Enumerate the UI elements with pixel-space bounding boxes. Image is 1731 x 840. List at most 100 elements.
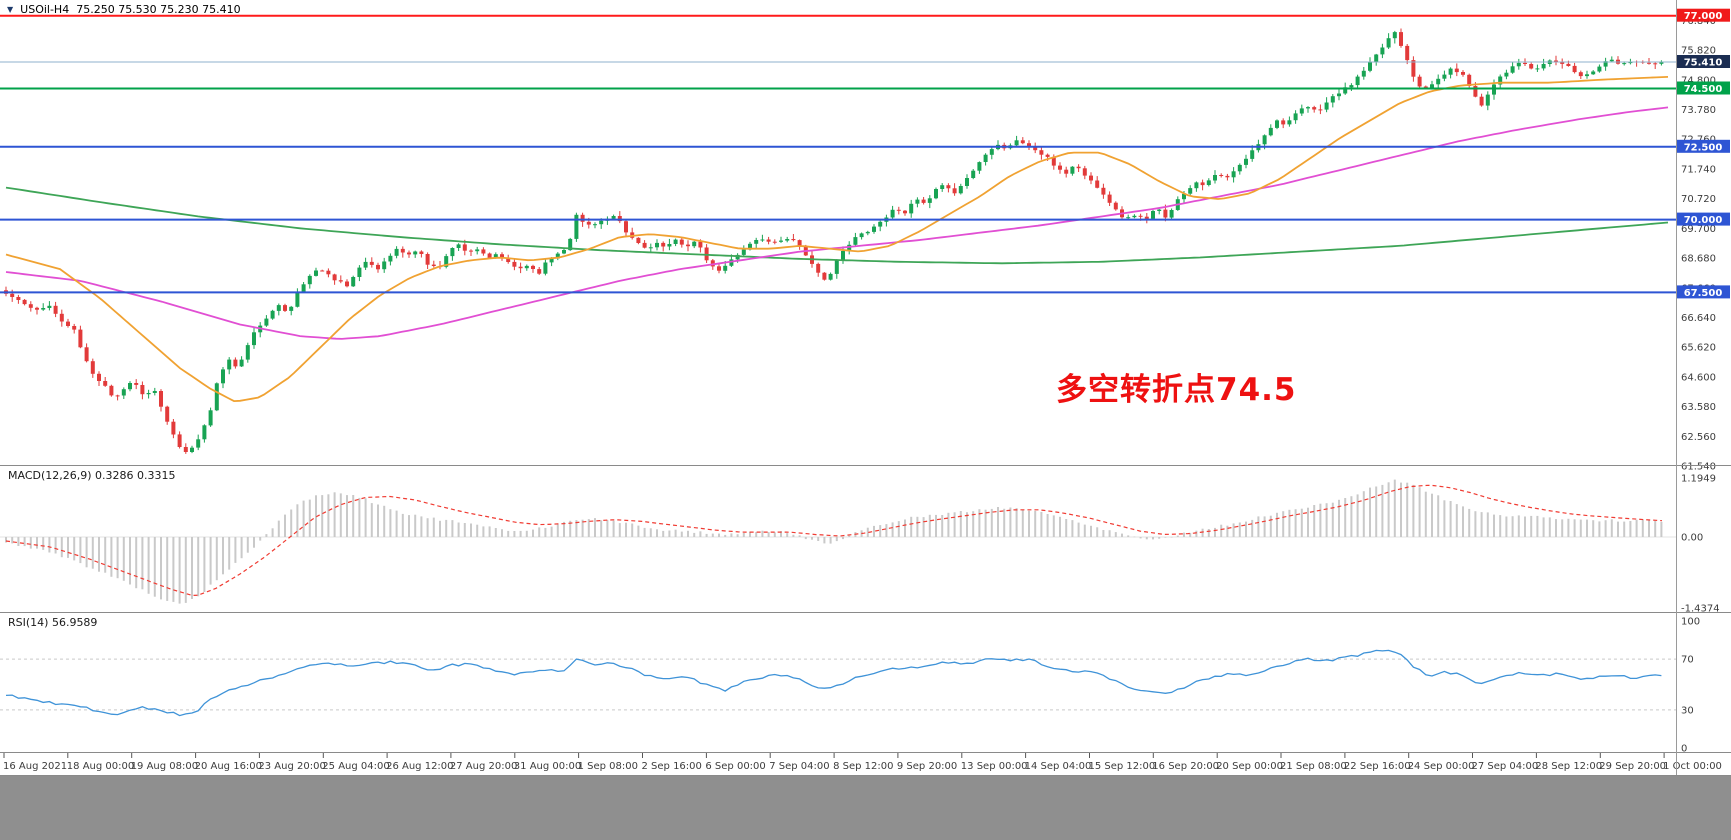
macd-histogram-bar <box>953 512 956 537</box>
macd-histogram-bar <box>897 521 900 537</box>
macd-histogram-bar <box>556 524 559 537</box>
candle-body <box>1454 68 1459 73</box>
candle-body <box>872 226 876 232</box>
candle-body <box>245 345 250 360</box>
macd-histogram-bar <box>780 531 782 537</box>
candle-body <box>369 261 374 265</box>
candles-layer[interactable] <box>4 28 1664 454</box>
macd-histogram-bar <box>389 509 392 537</box>
macd-histogram-bar <box>346 495 348 537</box>
macd-pane[interactable]: 1.1949 0.00 -1.4374 <box>0 474 1720 615</box>
macd-histogram-bar <box>1158 537 1161 539</box>
price-axis-label: 70.720 <box>1681 194 1716 205</box>
candle-body <box>202 425 207 440</box>
macd-histogram-bar <box>29 537 32 549</box>
candle-body <box>940 185 945 189</box>
macd-histogram-bar <box>401 513 404 537</box>
macd-histogram-bar <box>1393 479 1396 537</box>
macd-histogram-bar <box>1437 495 1440 537</box>
candle-body <box>896 209 901 211</box>
macd-histogram-bar <box>749 531 751 537</box>
macd-histogram-bar <box>184 537 187 603</box>
macd-histogram-bar <box>277 520 280 537</box>
macd-histogram-bar <box>569 520 572 537</box>
macd-histogram-bar <box>1214 527 1216 537</box>
candle-body <box>1318 109 1323 111</box>
macd-histogram-bar <box>798 535 801 537</box>
candle-body <box>66 321 70 326</box>
time-axis-label: 14 Sep 04:00 <box>1025 761 1092 772</box>
price-badge-label: 74.500 <box>1684 84 1723 95</box>
candle-body <box>227 359 232 370</box>
price-axis-label: 61.540 <box>1681 462 1716 473</box>
macd-histogram-bar <box>823 537 826 544</box>
rsi-pane[interactable]: 100 70 30 0 <box>0 617 1700 755</box>
candle-body <box>1262 135 1267 145</box>
candle-body <box>779 240 783 242</box>
candle-body <box>1324 102 1329 110</box>
macd-histogram-bar <box>1375 486 1378 537</box>
time-axis-label: 16 Aug 2021 <box>3 761 67 772</box>
macd-histogram-bar <box>333 492 336 537</box>
macd-histogram-bar <box>1059 516 1061 537</box>
candle-body <box>493 254 498 258</box>
macd-histogram-bar <box>767 532 770 537</box>
time-axis-label: 25 Aug 04:00 <box>322 761 389 772</box>
candle-body <box>1126 217 1131 219</box>
price-axis-label: 71.740 <box>1681 164 1716 175</box>
candle-body <box>1206 180 1211 185</box>
macd-histogram-bar <box>1362 491 1365 537</box>
macd-histogram-bar <box>1443 500 1446 537</box>
candle-body <box>1442 74 1447 79</box>
candle-body <box>22 299 27 305</box>
candle-body <box>1361 70 1366 77</box>
candle-body <box>1312 107 1317 110</box>
bottom-bar[interactable] <box>0 776 1731 840</box>
macd-histogram-bar <box>1406 482 1409 537</box>
macd-histogram-bar <box>1145 537 1148 540</box>
macd-histogram-bar <box>1493 514 1495 537</box>
price-badge <box>1677 55 1730 68</box>
macd-histogram-bar <box>358 497 361 537</box>
time-axis-label: 1 Sep 08:00 <box>578 761 638 772</box>
macd-histogram-bar <box>1319 503 1322 537</box>
bottom-gray-area[interactable] <box>0 776 1731 840</box>
candle-body <box>41 308 46 310</box>
macd-histogram-bar <box>364 498 367 537</box>
candle-body <box>1560 62 1565 64</box>
macd-histogram-bar <box>997 507 999 537</box>
candle-body <box>977 162 982 171</box>
time-axis-label: 20 Sep 00:00 <box>1216 761 1283 772</box>
candle-body <box>388 255 393 262</box>
macd-histogram-bar <box>352 495 355 537</box>
candle-body <box>574 214 579 239</box>
price-axis-label: 73.780 <box>1681 105 1716 116</box>
candle-body <box>648 247 653 249</box>
macd-histogram-bar <box>116 537 119 579</box>
macd-histogram-bar <box>916 516 919 537</box>
candle-body <box>1572 65 1577 73</box>
macd-histogram-bar <box>959 511 962 537</box>
macd-histogram-bar <box>612 520 615 537</box>
macd-histogram-bar <box>222 537 224 575</box>
candle-body <box>816 263 821 273</box>
candle-body <box>859 233 864 238</box>
macd-histogram-bar <box>1338 499 1340 537</box>
price-axis[interactable]: 76.84075.82074.80073.78072.76071.74070.7… <box>1677 8 1730 473</box>
candle-body <box>1535 68 1540 70</box>
macd-histogram-bar <box>910 516 913 537</box>
macd-histogram-bar <box>1164 537 1167 538</box>
macd-histogram-bar <box>935 514 937 537</box>
candle-body <box>828 273 833 280</box>
candle-body <box>382 261 387 270</box>
macd-histogram-bar <box>377 504 379 537</box>
macd-histogram-bar <box>1189 532 1192 537</box>
candle-body <box>407 252 411 255</box>
candle-body <box>543 262 548 274</box>
time-axis-label: 13 Sep 00:00 <box>961 761 1028 772</box>
macd-histogram-bar <box>1195 530 1198 537</box>
macd-histogram-bar <box>470 523 472 537</box>
